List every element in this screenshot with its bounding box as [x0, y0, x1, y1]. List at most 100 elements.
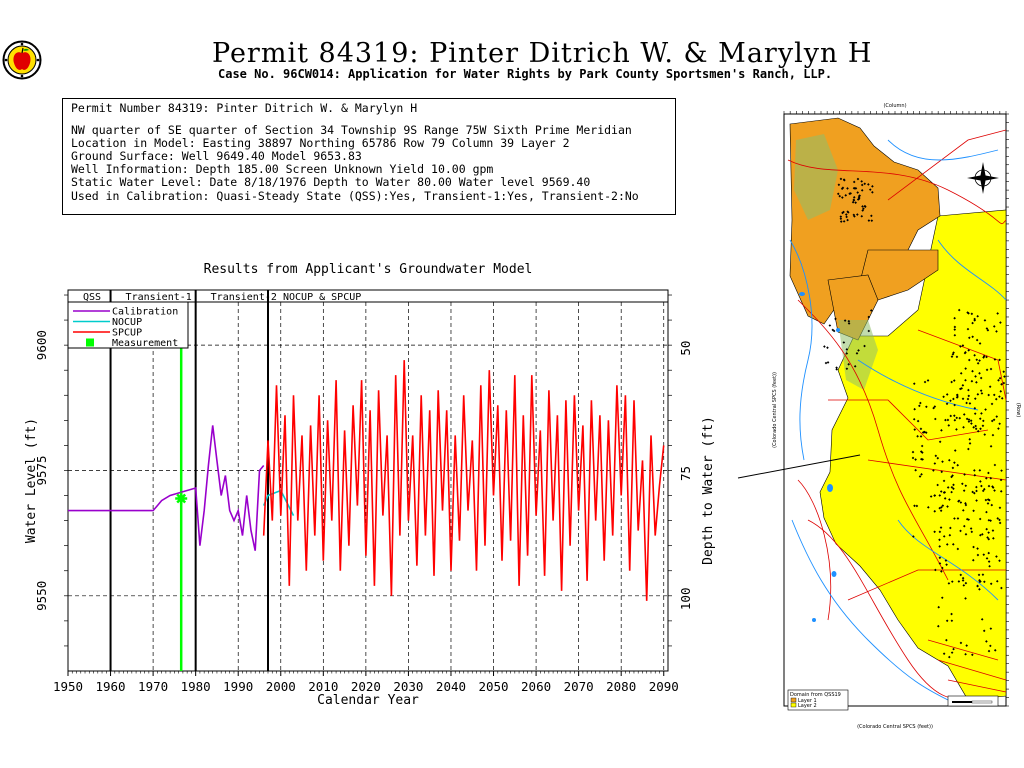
well-marker: [966, 327, 970, 331]
well-marker: [941, 504, 945, 507]
well-marker: [871, 185, 874, 188]
x-axis-label: Calendar Year: [317, 693, 419, 708]
well-marker: [966, 311, 969, 314]
well-marker: [856, 191, 859, 194]
map-legend-layer1: Layer 1: [798, 698, 817, 704]
well-marker: [953, 461, 956, 464]
well-marker: [955, 428, 958, 431]
well-marker: [835, 366, 838, 369]
well-marker: [985, 557, 989, 560]
well-marker: [959, 573, 963, 577]
well-marker: [944, 559, 948, 562]
well-marker: [940, 570, 943, 573]
well-marker: [990, 503, 994, 507]
well-marker: [971, 335, 974, 339]
well-marker: [919, 450, 923, 453]
well-marker: [947, 424, 951, 427]
well-marker: [953, 414, 956, 418]
well-marker: [978, 588, 981, 591]
well-marker: [983, 319, 987, 322]
well-marker: [933, 530, 936, 534]
well-marker: [853, 187, 857, 190]
y-tick-label: 9575: [34, 455, 49, 485]
well-marker: [972, 509, 975, 513]
well-marker: [964, 367, 967, 370]
well-marker: [999, 390, 1003, 393]
well-marker: [948, 533, 952, 537]
well-marker: [965, 417, 969, 421]
well-marker: [934, 454, 938, 458]
well-marker: [986, 536, 989, 539]
well-marker: [965, 401, 968, 405]
well-marker: [956, 395, 959, 399]
map-top-axis-label: (Column): [883, 103, 906, 109]
well-marker: [966, 397, 970, 401]
well-marker: [985, 527, 988, 531]
well-marker: [867, 219, 871, 222]
well-marker: [982, 419, 985, 423]
well-marker: [870, 219, 874, 222]
well-marker: [995, 415, 999, 418]
page-title: Permit 84319: Pinter Ditrich W. & Maryly…: [212, 38, 873, 69]
info-line: Well Information: Depth 185.00 Screen Un…: [71, 162, 494, 177]
well-marker: [989, 644, 992, 648]
well-marker: [992, 325, 996, 328]
well-marker: [962, 425, 965, 429]
period-label: NOCUP & SPCUP: [283, 292, 361, 303]
x-tick-label: 2090: [649, 679, 679, 694]
well-marker: [955, 393, 959, 397]
well-marker: [854, 201, 857, 204]
well-marker: [953, 333, 957, 337]
well-marker: [959, 501, 963, 504]
x-tick-label: 1980: [181, 679, 211, 694]
well-marker: [987, 518, 991, 522]
well-marker: [999, 478, 1003, 482]
well-marker: [945, 619, 949, 623]
well-marker: [950, 485, 954, 489]
well-marker: [842, 220, 846, 223]
well-marker: [962, 489, 966, 492]
well-marker: [961, 509, 965, 512]
groundwater-chart: Results from Applicant's Groundwater Mod…: [24, 262, 716, 708]
well-marker: [976, 314, 979, 318]
well-marker: [959, 372, 963, 375]
x-tick-label: 2040: [436, 679, 466, 694]
well-marker: [976, 547, 979, 550]
well-marker: [991, 485, 994, 488]
well-marker: [999, 490, 1003, 493]
map-scalebar: [947, 695, 999, 707]
well-marker: [1000, 383, 1003, 386]
well-marker: [967, 312, 970, 315]
well-marker: [847, 322, 851, 325]
well-marker: [987, 531, 990, 534]
well-marker: [975, 338, 979, 342]
well-marker: [862, 207, 865, 210]
well-marker: [936, 483, 939, 487]
well-marker: [980, 392, 984, 395]
x-tick-label: 2080: [606, 679, 636, 694]
well-marker: [916, 434, 919, 438]
well-marker: [923, 430, 926, 434]
legend-swatch-measurement: [86, 338, 94, 347]
well-marker: [963, 473, 966, 476]
well-marker: [912, 382, 916, 386]
well-marker: [950, 355, 954, 358]
well-marker: [945, 393, 949, 396]
well-marker: [938, 562, 942, 565]
well-marker: [965, 517, 969, 521]
well-marker: [998, 506, 1002, 510]
well-marker: [970, 379, 974, 383]
well-marker: [839, 220, 843, 223]
well-marker: [952, 647, 955, 651]
well-marker: [976, 429, 980, 433]
hatched-area: [794, 134, 838, 220]
well-marker: [867, 329, 871, 333]
well-marker: [844, 213, 848, 216]
well-marker: [973, 473, 977, 477]
well-marker: [946, 486, 950, 489]
well-marker: [961, 576, 965, 580]
well-marker: [932, 406, 935, 410]
well-marker: [861, 209, 864, 212]
well-marker: [964, 484, 968, 488]
well-marker: [918, 404, 921, 408]
